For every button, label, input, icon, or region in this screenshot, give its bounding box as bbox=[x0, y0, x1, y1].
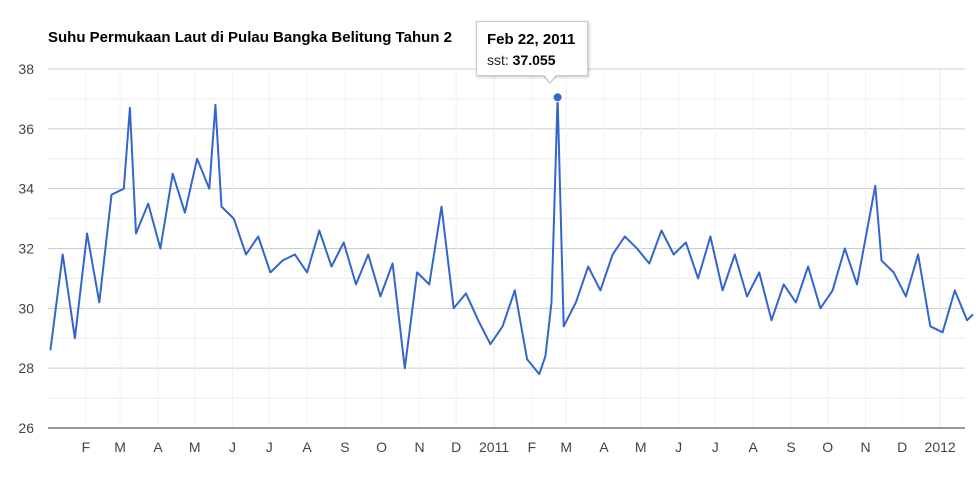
series-line-sst[interactable] bbox=[49, 96, 974, 376]
highlight-point[interactable] bbox=[552, 92, 563, 103]
x-tick-label: A bbox=[599, 439, 609, 455]
tooltip-value-line: sst: 37.055 bbox=[487, 51, 577, 70]
series-sst[interactable] bbox=[49, 96, 974, 376]
y-axis-tick-labels: 26 28 30 32 34 36 38 bbox=[18, 61, 34, 436]
x-tick-label: A bbox=[748, 439, 758, 455]
x-tick-label: M bbox=[189, 439, 201, 455]
tooltip-date: Feb 22, 2011 bbox=[487, 31, 576, 48]
tooltip-value: 37.055 bbox=[512, 52, 556, 68]
x-tick-label: M bbox=[635, 439, 647, 455]
tooltip-tail-inner bbox=[543, 74, 557, 82]
tooltip-series-label: sst: bbox=[487, 52, 509, 68]
x-tick-label: F bbox=[82, 439, 91, 455]
y-tick-label: 32 bbox=[18, 241, 34, 257]
x-tick-label: J bbox=[229, 439, 236, 455]
x-tick-label: D bbox=[897, 439, 907, 455]
tooltip: Feb 22, 2011 sst: 37.055 bbox=[476, 21, 588, 76]
x-tick-label: J bbox=[675, 439, 682, 455]
x-tick-label: M bbox=[114, 439, 126, 455]
y-tick-label: 26 bbox=[18, 420, 34, 436]
y-tick-label: 38 bbox=[18, 61, 34, 77]
y-tick-label: 30 bbox=[18, 300, 34, 316]
y-tick-label: 34 bbox=[18, 181, 34, 197]
x-tick-label: 2012 bbox=[925, 439, 956, 455]
x-tick-label: S bbox=[786, 439, 795, 455]
gridlines bbox=[48, 68, 965, 429]
x-tick-label: D bbox=[451, 439, 461, 455]
x-tick-label: 2011 bbox=[479, 439, 509, 455]
x-tick-label: A bbox=[302, 439, 312, 455]
highlight-point-layer[interactable] bbox=[552, 92, 563, 103]
x-tick-label: J bbox=[712, 439, 719, 455]
x-axis-tick-labels: F M A M J J A S O N D 2011 F M A M J J A S O N D 2012 bbox=[82, 439, 956, 455]
x-tick-label: A bbox=[153, 439, 163, 455]
x-tick-label: O bbox=[376, 439, 387, 455]
x-tick-label: N bbox=[861, 439, 871, 455]
x-tick-label: M bbox=[560, 439, 572, 455]
x-tick-label: N bbox=[414, 439, 424, 455]
chart-title: Suhu Permukaan Laut di Pulau Bangka Beli… bbox=[48, 29, 452, 46]
x-tick-label: J bbox=[266, 439, 273, 455]
x-tick-label: S bbox=[340, 439, 349, 455]
y-tick-label: 28 bbox=[18, 360, 34, 376]
x-tick-label: O bbox=[822, 439, 833, 455]
y-tick-label: 36 bbox=[18, 121, 34, 137]
x-tick-label: F bbox=[528, 439, 537, 455]
